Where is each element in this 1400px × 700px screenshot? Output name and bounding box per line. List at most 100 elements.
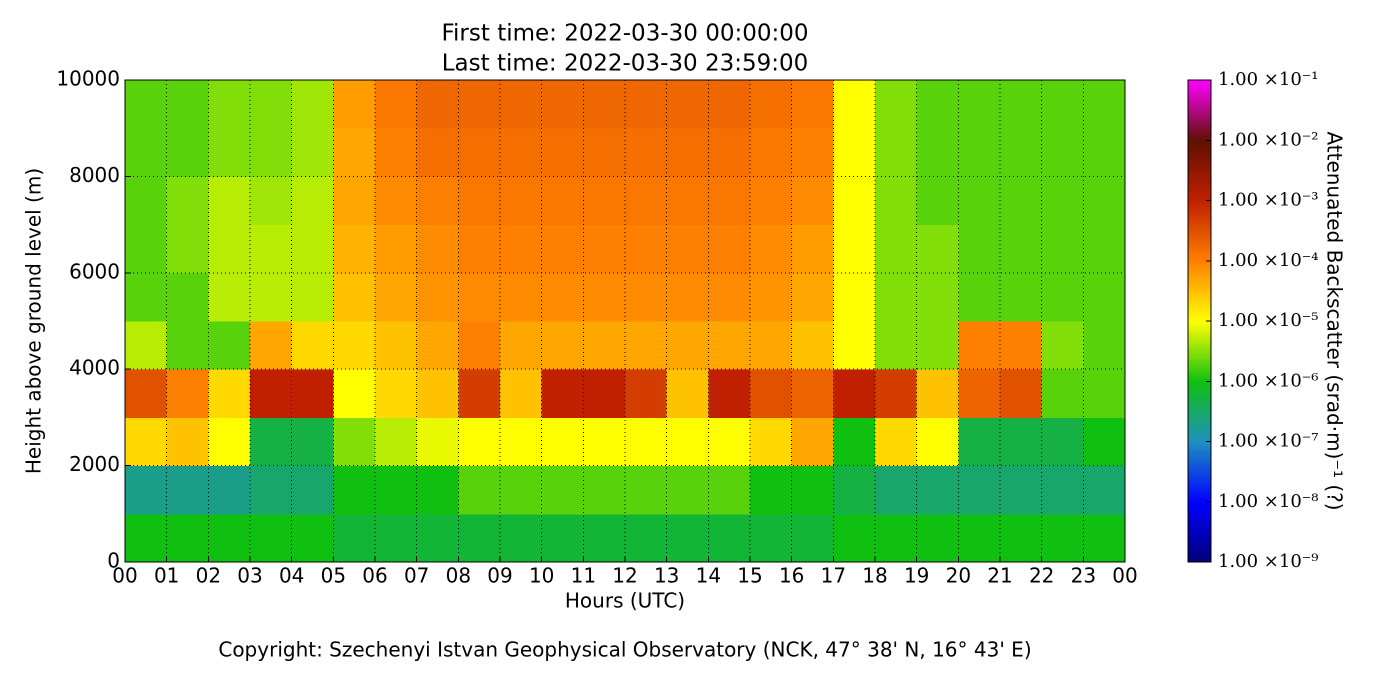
colorbar-segment: [1188, 489, 1211, 493]
colorbar-segment: [1188, 116, 1211, 120]
heatmap-cell: [166, 176, 209, 226]
heatmap-cell: [583, 369, 626, 418]
x-tick-label: 22: [1029, 564, 1054, 588]
heatmap-cell: [958, 417, 1001, 467]
x-tick-label: 10: [529, 564, 554, 588]
colorbar-segment: [1188, 475, 1211, 479]
colorbar-segment: [1188, 378, 1211, 382]
colorbar-segment: [1188, 412, 1211, 416]
colorbar-segment: [1188, 311, 1211, 315]
colorbar-segment: [1188, 477, 1211, 481]
colorbar-segment: [1188, 159, 1211, 163]
heatmap-cell: [1083, 513, 1126, 563]
colorbar-segment: [1188, 417, 1211, 421]
heatmap-cell: [166, 128, 209, 177]
heatmap-cell: [458, 465, 501, 515]
heatmap-cell: [1000, 272, 1043, 322]
colorbar-segment: [1188, 359, 1211, 363]
heatmap-cell: [625, 513, 668, 563]
heatmap-cell: [833, 80, 876, 129]
colorbar-segment: [1188, 400, 1211, 404]
heatmap-cell: [500, 417, 543, 467]
colorbar-segment: [1188, 386, 1211, 390]
heatmap-cell: [125, 321, 168, 370]
heatmap-cell: [833, 417, 876, 467]
heatmap-cell: [791, 369, 834, 418]
colorbar-segment: [1188, 434, 1211, 438]
heatmap-cell: [208, 465, 251, 515]
colorbar-segment: [1188, 289, 1211, 293]
colorbar-segment: [1188, 277, 1211, 281]
heatmap-cell: [708, 128, 751, 177]
colorbar-tick-label: 1.00 ×10⁻⁴: [1218, 250, 1319, 271]
colorbar-segment: [1188, 465, 1211, 469]
heatmap-cell: [1041, 80, 1084, 129]
heatmap-cell: [833, 369, 876, 418]
colorbar-segment: [1188, 171, 1211, 175]
colorbar-segment: [1188, 128, 1211, 132]
heatmap-cell: [750, 369, 793, 418]
colorbar-segment: [1188, 533, 1211, 537]
y-tick-label: 6000: [69, 259, 120, 283]
heatmap-cell: [333, 369, 376, 418]
colorbar-segment: [1188, 198, 1211, 202]
heatmap-cell: [333, 272, 376, 322]
colorbar-segment: [1188, 113, 1211, 117]
heatmap-cell: [125, 417, 168, 467]
footer: Copyright: Szechenyi Istvan Geophysical …: [218, 638, 1031, 662]
heatmap-cell: [291, 272, 334, 322]
heatmap-cell: [1000, 369, 1043, 418]
colorbar-segment: [1188, 183, 1211, 187]
x-tick-label: 05: [321, 564, 346, 588]
heatmap-cell: [708, 224, 751, 274]
heatmap-cell: [416, 224, 459, 274]
colorbar-segment: [1188, 424, 1211, 428]
heatmap-cell: [1000, 176, 1043, 226]
colorbar-segment: [1188, 202, 1211, 206]
colorbar-segment: [1188, 405, 1211, 409]
y-tick-label: 0: [107, 549, 120, 573]
x-tick-label: 03: [237, 564, 262, 588]
heatmap-cell: [583, 417, 626, 467]
heatmap-cell: [916, 465, 959, 515]
colorbar-segment: [1188, 484, 1211, 488]
heatmap-cell: [458, 128, 501, 177]
colorbar-segment: [1188, 258, 1211, 262]
heatmap-cell: [958, 321, 1001, 370]
colorbar-segment: [1188, 255, 1211, 259]
colorbar-segment: [1188, 530, 1211, 534]
heatmap-cell: [666, 465, 709, 515]
colorbar-segment: [1188, 431, 1211, 435]
colorbar-segment: [1188, 173, 1211, 177]
colorbar-segment: [1188, 92, 1211, 96]
colorbar-segment: [1188, 318, 1211, 322]
heatmap-cell: [875, 369, 918, 418]
heatmap-cell: [500, 176, 543, 226]
heatmap-cell: [541, 176, 584, 226]
colorbar-segment: [1188, 381, 1211, 385]
colorbar-segment: [1188, 154, 1211, 158]
heatmap-cell: [916, 369, 959, 418]
heatmap-cell: [500, 369, 543, 418]
colorbar-segment: [1188, 448, 1211, 452]
heatmap-cell: [208, 128, 251, 177]
heatmap-cell: [791, 224, 834, 274]
colorbar-segment: [1188, 545, 1211, 549]
heatmap-cell: [541, 224, 584, 274]
heatmap-cell: [333, 224, 376, 274]
colorbar-segment: [1188, 342, 1211, 346]
heatmap-cell: [791, 321, 834, 370]
heatmap-cell: [625, 224, 668, 274]
heatmap-cell: [541, 417, 584, 467]
heatmap-cell: [958, 176, 1001, 226]
colorbar-segment: [1188, 470, 1211, 474]
heatmap-cell: [750, 128, 793, 177]
colorbar-segment: [1188, 193, 1211, 197]
colorbar-segment: [1188, 214, 1211, 218]
heatmap-cell: [1000, 128, 1043, 177]
colorbar-segment: [1188, 496, 1211, 500]
colorbar-segment: [1188, 84, 1211, 88]
heatmap-cell: [458, 80, 501, 129]
heatmap-cell: [916, 272, 959, 322]
x-tick-label: 16: [779, 564, 804, 588]
